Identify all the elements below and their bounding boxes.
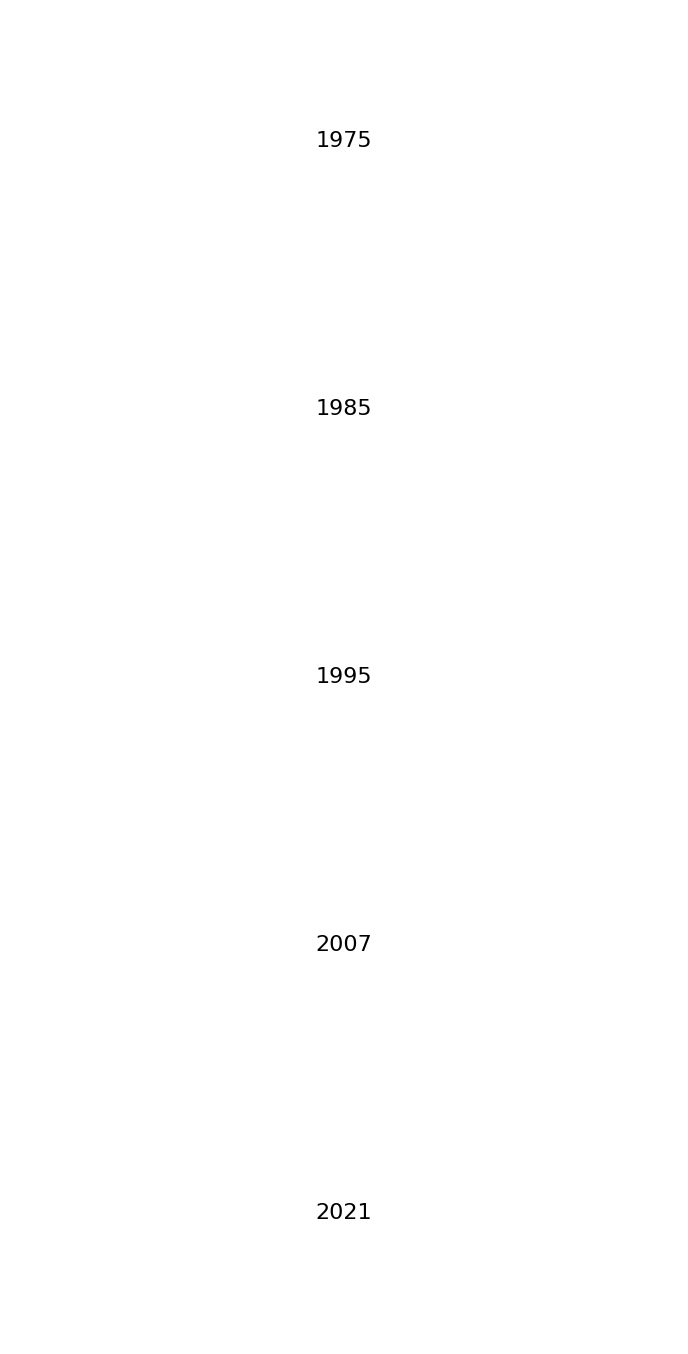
Text: 2007: 2007 xyxy=(316,934,372,955)
Text: 2021: 2021 xyxy=(316,1202,372,1223)
Text: 1995: 1995 xyxy=(316,668,372,686)
Text: 1975: 1975 xyxy=(316,131,372,152)
Text: 1985: 1985 xyxy=(316,399,372,420)
